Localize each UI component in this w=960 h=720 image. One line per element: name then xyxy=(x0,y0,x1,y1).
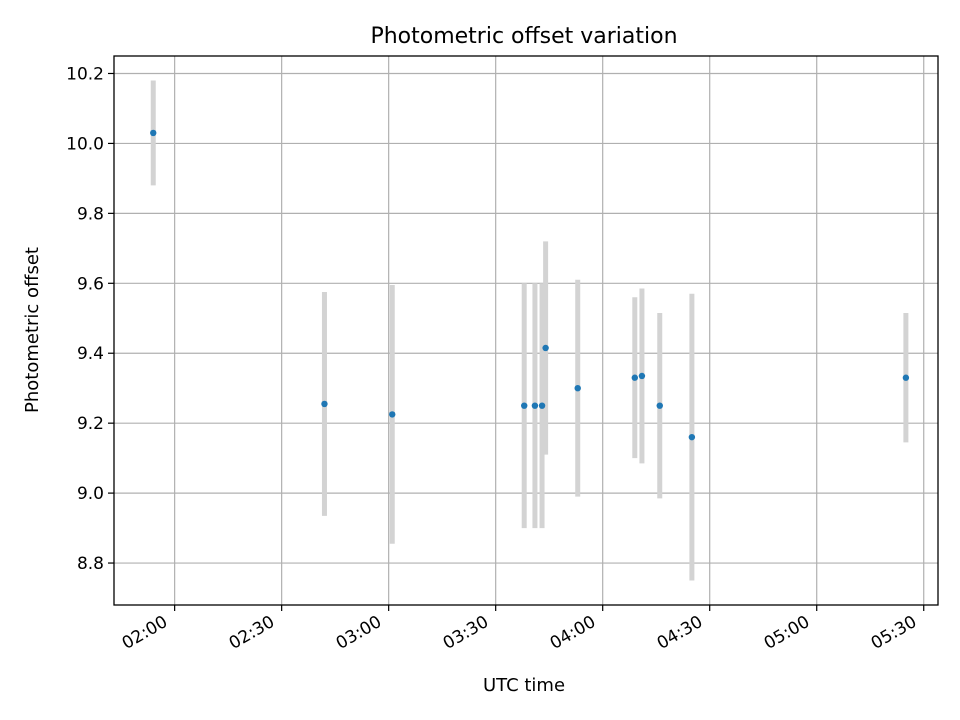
x-tick-label: 05:30 xyxy=(868,612,920,654)
data-point xyxy=(574,384,581,392)
data-point xyxy=(321,400,328,408)
data-point xyxy=(656,402,663,409)
data-point xyxy=(688,433,696,441)
y-tick-label: 10.0 xyxy=(66,134,104,154)
x-tick-label: 04:30 xyxy=(654,612,706,654)
data-point xyxy=(389,411,396,418)
x-tick-label: 02:30 xyxy=(226,612,278,654)
x-tick-label: 03:00 xyxy=(333,612,385,654)
point-layer xyxy=(150,129,910,441)
y-tick-label: 9.8 xyxy=(77,204,104,224)
x-tick-label: 05:00 xyxy=(761,612,813,654)
data-point xyxy=(150,129,157,137)
data-point xyxy=(521,402,528,409)
x-axis-ticks: 02:00 02:30 03:00 03:30 04:00 04:30 05:00 05:30 xyxy=(119,605,925,654)
data-point xyxy=(542,344,549,352)
y-tick-label: 8.8 xyxy=(77,554,104,574)
plot-frame xyxy=(113,55,939,606)
errorbar-layer xyxy=(150,80,909,581)
x-tick-label: 03:30 xyxy=(440,612,492,654)
x-tick-label: 04:00 xyxy=(547,612,599,654)
y-axis-label: Photometric offset xyxy=(22,247,43,413)
y-tick-label: 9.6 xyxy=(77,274,104,294)
chart-title: Photometric offset variation xyxy=(370,24,677,49)
y-axis-ticks: 8.8 9.0 9.2 9.4 9.6 9.8 10.0 10.2 xyxy=(66,64,114,574)
data-point xyxy=(531,402,539,409)
y-tick-label: 9.4 xyxy=(77,344,104,364)
y-tick-label: 9.2 xyxy=(77,414,104,434)
data-point xyxy=(638,372,646,380)
x-tick-label: 02:00 xyxy=(119,612,171,654)
y-tick-label: 10.2 xyxy=(66,64,104,84)
data-point xyxy=(538,402,546,409)
y-tick-label: 9.0 xyxy=(77,484,104,504)
data-point xyxy=(902,374,910,381)
data-point xyxy=(631,374,638,381)
x-axis-label: UTC time xyxy=(483,675,565,696)
